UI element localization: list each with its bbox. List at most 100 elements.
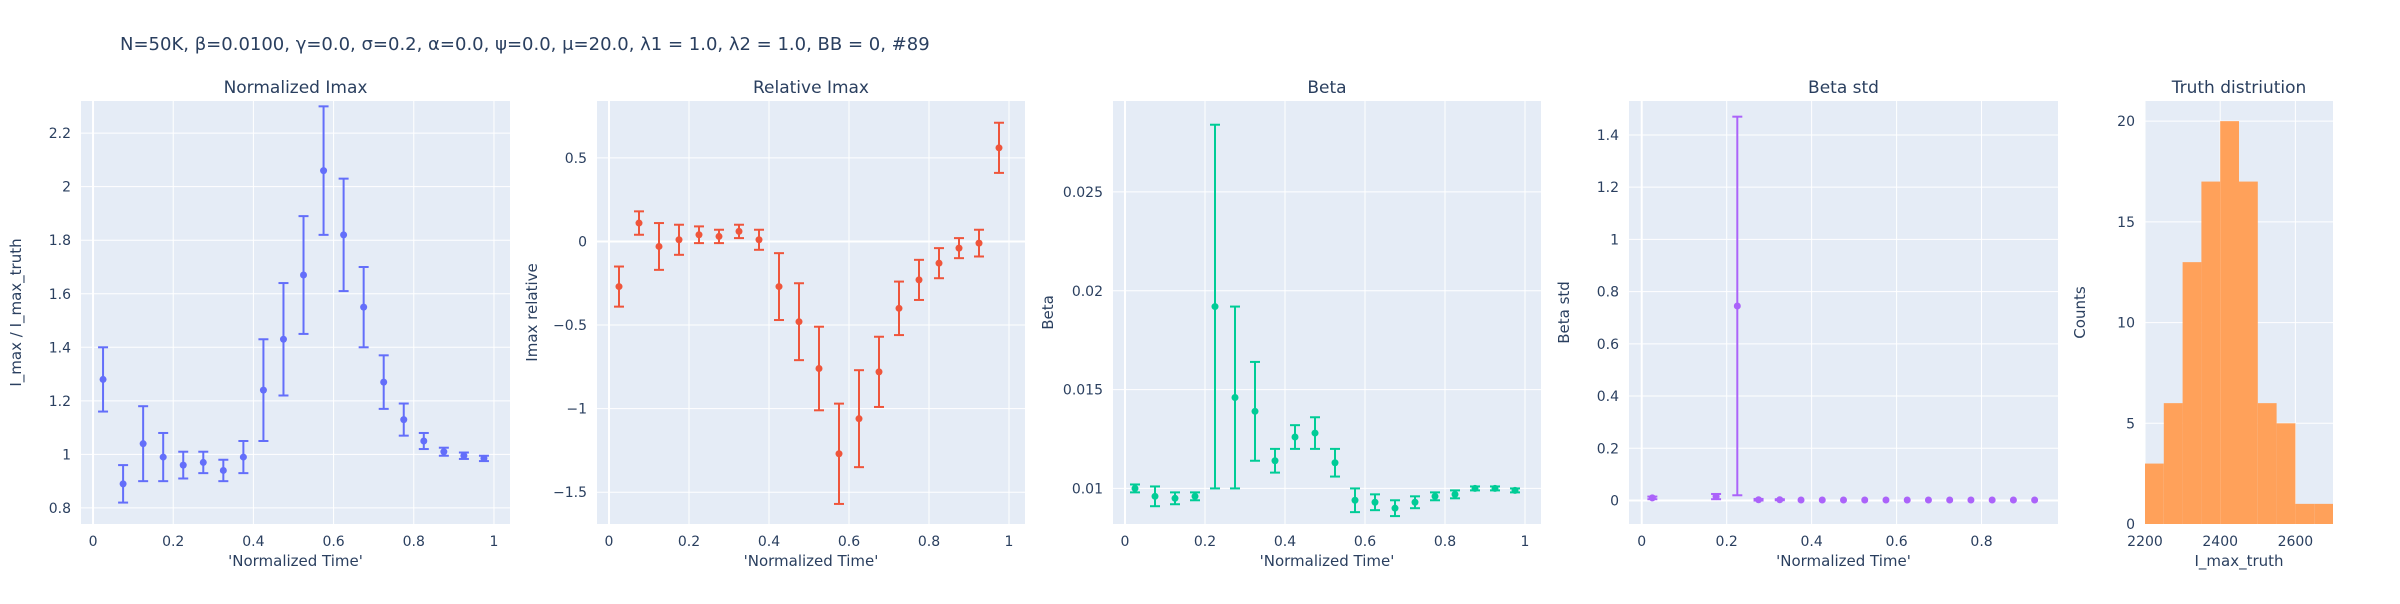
subplot-title: Truth distriution <box>2171 78 2307 98</box>
data-point <box>1151 492 1159 500</box>
y-tick-label: 1.2 <box>1597 180 1619 196</box>
series-points <box>1647 115 2039 504</box>
subplot-title: Normalized Imax <box>224 78 368 98</box>
subplot-3: 0.01 0.015 0.02 0.025 0 0.2 0.4 0.6 0.8 1 Beta 'Nor… <box>1039 78 1541 570</box>
histogram-bar <box>2182 262 2202 524</box>
y-tick-label: −1.5 <box>553 485 587 501</box>
y-tick-label: 0.5 <box>565 151 587 167</box>
data-point <box>380 378 388 386</box>
data-point <box>795 318 803 326</box>
data-point <box>199 458 207 466</box>
data-point <box>635 219 643 227</box>
y-tick-label: 0.2 <box>1597 441 1619 457</box>
x-tick-label: 0.4 <box>758 534 780 550</box>
y-tick-label: −1 <box>566 402 587 418</box>
data-point <box>179 461 187 469</box>
data-point <box>239 453 247 461</box>
x-tick-label: 2200 <box>2127 534 2163 550</box>
data-point <box>219 466 227 474</box>
y-tick-label: 10 <box>2117 316 2135 332</box>
subplot-panels: 0.8 1 1.2 1.4 1.6 1.8 2 2.2 0 0.2 0.4 0.6 0.8 1 Normal… <box>7 78 2333 571</box>
data-point <box>1491 484 1499 492</box>
y-tick-label: 0.4 <box>1597 389 1619 405</box>
data-point <box>1211 303 1219 311</box>
plot-area <box>1113 101 1541 524</box>
data-point <box>755 236 763 244</box>
data-point <box>915 276 923 284</box>
plot-area <box>81 101 510 524</box>
data-point <box>1291 433 1299 441</box>
subplot-4: 0 0.2 0.4 0.6 0.8 1 1.2 1.4 0 0.2 0.4 0.6 0.8 Beta st… <box>1555 78 2058 570</box>
y-axis-label: Beta <box>1039 295 1057 330</box>
y-tick-label: 1.4 <box>1597 128 1619 144</box>
y-tick-label: 1 <box>62 447 71 463</box>
data-point <box>300 271 308 279</box>
histogram-bar <box>2295 503 2315 524</box>
data-point <box>815 365 823 373</box>
histogram-bar <box>2163 403 2183 524</box>
data-point <box>99 375 107 383</box>
subplot-2: −1.5 −1 −0.5 0 0.5 0 0.2 0.4 0.6 0.8 1 Relative Ima… <box>523 78 1025 570</box>
x-axis-label: 'Normalized Time' <box>1776 552 1911 570</box>
y-tick-label: 0.01 <box>1072 481 1103 497</box>
data-point <box>895 304 903 312</box>
data-point <box>1371 498 1379 506</box>
data-point <box>1331 459 1339 467</box>
y-tick-label: 1.2 <box>49 394 71 410</box>
data-point <box>1648 494 1656 502</box>
x-axis-label: I_max_truth <box>2194 552 2283 571</box>
x-axis-label: 'Normalized Time' <box>1260 552 1395 570</box>
x-axis-label: 'Normalized Time' <box>744 552 879 570</box>
y-tick-label: 0.025 <box>1063 185 1103 201</box>
x-tick-label: 0.2 <box>162 534 184 550</box>
x-tick-label: 0.2 <box>1716 534 1738 550</box>
data-point <box>279 335 287 343</box>
x-tick-label: 2600 <box>2278 534 2314 550</box>
y-axis-label: I_max / I_max_truth <box>7 238 26 386</box>
y-tick-label: 0.8 <box>1597 285 1619 301</box>
subplot-title: Beta std <box>1808 78 1879 98</box>
data-point <box>320 167 328 175</box>
data-point <box>955 244 963 252</box>
x-tick-label: 1 <box>490 534 499 550</box>
data-point <box>1391 504 1399 512</box>
data-point <box>1797 496 1805 504</box>
data-point <box>1131 484 1139 492</box>
y-tick-label: 0 <box>1610 494 1619 510</box>
data-point <box>360 303 368 311</box>
x-tick-label: 0.8 <box>918 534 940 550</box>
data-point <box>715 232 723 240</box>
histogram-bar <box>2257 403 2277 524</box>
y-tick-label: 20 <box>2117 114 2135 130</box>
data-point <box>420 437 428 445</box>
histogram-bar <box>2220 121 2239 525</box>
y-axis-label: Imax relative <box>523 263 541 361</box>
data-point <box>1840 496 1847 504</box>
histogram-bar <box>2239 181 2258 525</box>
x-tick-label: 0.4 <box>1801 534 1823 550</box>
y-tick-label: 0.8 <box>49 501 71 517</box>
y-tick-label: 15 <box>2117 215 2135 231</box>
y-tick-label: 0.015 <box>1063 383 1103 399</box>
plot-area <box>597 101 1025 524</box>
y-tick-label: −0.5 <box>553 318 587 334</box>
data-point <box>1171 494 1179 502</box>
data-point <box>735 227 743 235</box>
data-point <box>159 453 167 461</box>
y-axis-label: Beta std <box>1555 281 1573 344</box>
data-point <box>1311 429 1319 437</box>
x-tick-label: 0.6 <box>1885 534 1907 550</box>
data-point <box>1511 486 1519 494</box>
x-tick-label: 1 <box>1005 534 1014 550</box>
data-point <box>1191 492 1199 500</box>
y-tick-label: 2.2 <box>49 126 71 142</box>
histogram-bars <box>2145 121 2333 525</box>
x-axis-label: 'Normalized Time' <box>228 552 363 570</box>
y-axis-label: Counts <box>2071 286 2089 339</box>
y-tick-label: 0 <box>578 234 587 250</box>
x-tick-label: 0.8 <box>1970 534 1992 550</box>
x-tick-label: 0.4 <box>242 534 264 550</box>
data-point <box>1967 496 1975 504</box>
figure-title: N=50K, β=0.0100, γ=0.0, σ=0.2, α=0.0, ψ=… <box>120 34 930 55</box>
